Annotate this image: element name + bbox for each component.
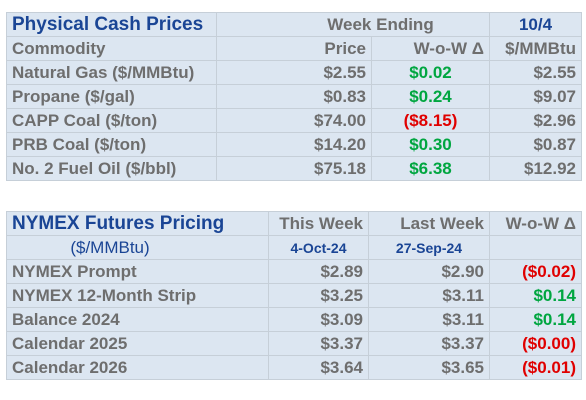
last-week-date: 27-Sep-24 (368, 235, 490, 260)
mmbtu-value: $0.87 (489, 132, 582, 157)
mmbtu-value: $2.55 (489, 60, 582, 85)
mmbtu-value: $2.96 (489, 108, 582, 133)
futures-wow-change: ($0.02) (489, 259, 582, 284)
futures-wow-change: $0.14 (489, 307, 582, 332)
commodity-name: CAPP Coal ($/ton) (6, 108, 217, 133)
physical-title-row: Physical Cash Prices Week Ending 10/4 (6, 12, 582, 37)
table-row: NYMEX 12-Month Strip $3.25 $3.11 $0.14 (6, 283, 582, 308)
wow-change: $6.38 (371, 156, 490, 181)
table-row: Calendar 2026 $3.64 $3.65 ($0.01) (6, 355, 582, 380)
table-row: No. 2 Fuel Oil ($/bbl) $75.18 $6.38 $12.92 (6, 156, 582, 181)
empty-cell (489, 235, 582, 260)
table-row: PRB Coal ($/ton) $14.20 $0.30 $0.87 (6, 132, 582, 157)
wow-change: $0.02 (371, 60, 490, 85)
header-this-week: This Week (268, 211, 369, 236)
contract-name: Balance 2024 (6, 307, 269, 332)
week-ending-label: Week Ending (216, 12, 490, 37)
physical-title: Physical Cash Prices (6, 12, 217, 37)
futures-subheader-row: ($/MMBtu) 4-Oct-24 27-Sep-24 (6, 235, 582, 260)
commodity-name: Propane ($/gal) (6, 84, 217, 109)
commodity-name: PRB Coal ($/ton) (6, 132, 217, 157)
this-week-value: $3.25 (268, 283, 369, 308)
last-week-value: $3.11 (368, 307, 490, 332)
futures-wow-change: $0.14 (489, 283, 582, 308)
mmbtu-value: $12.92 (489, 156, 582, 181)
header-last-week: Last Week (368, 211, 490, 236)
futures-subtitle: ($/MMBtu) (6, 235, 269, 260)
futures-title-row: NYMEX Futures Pricing This Week Last Wee… (6, 211, 582, 236)
wow-change: $0.30 (371, 132, 490, 157)
commodity-name: No. 2 Fuel Oil ($/bbl) (6, 156, 217, 181)
mmbtu-value: $9.07 (489, 84, 582, 109)
price-value: $14.20 (216, 132, 372, 157)
this-week-value: $3.64 (268, 355, 369, 380)
wow-change: ($8.15) (371, 108, 490, 133)
physical-cash-prices-table: Physical Cash Prices Week Ending 10/4 Co… (6, 12, 582, 181)
commodity-name: Natural Gas ($/MMBtu) (6, 60, 217, 85)
contract-name: Calendar 2026 (6, 355, 269, 380)
this-week-value: $3.37 (268, 331, 369, 356)
last-week-value: $3.11 (368, 283, 490, 308)
last-week-value: $3.37 (368, 331, 490, 356)
last-week-value: $3.65 (368, 355, 490, 380)
contract-name: Calendar 2025 (6, 331, 269, 356)
nymex-futures-table: NYMEX Futures Pricing This Week Last Wee… (6, 211, 582, 380)
week-ending-date: 10/4 (489, 12, 582, 37)
header-mmbtu: $/MMBtu (489, 36, 582, 61)
futures-title: NYMEX Futures Pricing (6, 211, 269, 236)
table-row: Propane ($/gal) $0.83 $0.24 $9.07 (6, 84, 582, 109)
table-row: Calendar 2025 $3.37 $3.37 ($0.00) (6, 331, 582, 356)
wow-change: $0.24 (371, 84, 490, 109)
header-futures-wow: W-o-W Δ (489, 211, 582, 236)
table-row: Balance 2024 $3.09 $3.11 $0.14 (6, 307, 582, 332)
table-row: NYMEX Prompt $2.89 $2.90 ($0.02) (6, 259, 582, 284)
header-wow: W-o-W Δ (371, 36, 490, 61)
futures-wow-change: ($0.00) (489, 331, 582, 356)
contract-name: NYMEX 12-Month Strip (6, 283, 269, 308)
header-commodity: Commodity (6, 36, 217, 61)
header-price: Price (216, 36, 372, 61)
physical-header-row: Commodity Price W-o-W Δ $/MMBtu (6, 36, 582, 61)
table-row: CAPP Coal ($/ton) $74.00 ($8.15) $2.96 (6, 108, 582, 133)
last-week-value: $2.90 (368, 259, 490, 284)
this-week-value: $2.89 (268, 259, 369, 284)
this-week-value: $3.09 (268, 307, 369, 332)
price-value: $0.83 (216, 84, 372, 109)
futures-wow-change: ($0.01) (489, 355, 582, 380)
table-row: Natural Gas ($/MMBtu) $2.55 $0.02 $2.55 (6, 60, 582, 85)
contract-name: NYMEX Prompt (6, 259, 269, 284)
price-value: $75.18 (216, 156, 372, 181)
price-value: $2.55 (216, 60, 372, 85)
price-value: $74.00 (216, 108, 372, 133)
this-week-date: 4-Oct-24 (268, 235, 369, 260)
